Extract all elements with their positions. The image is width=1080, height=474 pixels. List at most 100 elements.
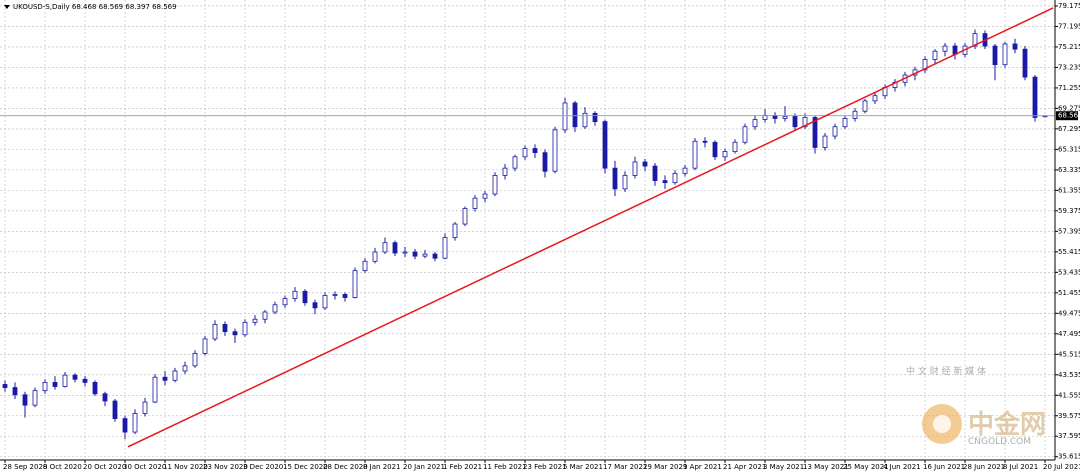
y-tick-label: 79.175 [1058,2,1080,10]
x-tick-label: 16 Jun 2021 [923,463,965,471]
y-tick-label: 41.555 [1058,391,1080,399]
candle-body [12,387,18,396]
y-tick-label: 59.375 [1058,207,1080,215]
candle-body [482,193,488,199]
candle-body [362,260,368,272]
x-tick-label: 3 May 2021 [763,463,804,471]
candle-body [42,381,48,392]
candle-body [942,45,948,52]
candle-body [172,370,178,381]
candle-body [1022,48,1028,78]
y-tick-label: 47.495 [1058,330,1080,338]
title-arrow [4,5,10,9]
x-tick-label: 8 Jan 2021 [363,463,401,471]
candle-body [572,102,578,128]
candle-body [62,374,68,387]
candle-body [662,180,668,184]
candle-body [842,118,848,128]
candle-body [322,295,328,309]
candle-body [442,237,448,259]
candle-body [252,318,258,323]
watermark-site: CNGOLD.COM [968,437,1031,447]
candle-body [92,381,98,395]
y-tick-label: 45.515 [1058,350,1080,358]
candle-body [862,100,868,112]
x-tick-label: 8 Jul 2021 [1003,463,1038,471]
x-tick-label: 23 Nov 2020 [203,463,248,471]
current-price-box [1056,111,1078,121]
y-tick-label: 49.475 [1058,309,1080,317]
candle-body [422,253,428,257]
x-tick-label: 11 Nov 2020 [163,463,208,471]
candle-body [922,59,928,71]
y-tick-label: 43.535 [1058,371,1080,379]
candle-body [632,161,638,176]
candle-body [972,33,978,47]
candle-body [472,197,478,209]
candle-body [792,116,798,128]
overlay [0,7,1055,448]
candle-body [872,95,878,102]
y-tick-label: 39.575 [1058,412,1080,420]
candle-body [752,119,758,128]
candle-body [1012,43,1018,50]
candle-body [1002,43,1008,66]
candle-body [692,140,698,169]
candle-body [242,321,248,336]
candle-body [182,365,188,372]
candle-body [22,394,28,406]
candle-body [782,116,788,119]
y-tick-label: 55.415 [1058,248,1080,256]
x-tick-label: 9 Apr 2021 [683,463,722,471]
candle-body [152,376,158,403]
current-price-label: 68.569 [1058,112,1080,120]
candle-body [432,253,438,259]
x-tick-label: 23 Feb 2021 [523,463,567,471]
candle-body [562,102,568,131]
y-tick-label: 75.215 [1058,43,1080,51]
candle-body [832,126,838,137]
chart-title: UKOUSD-S,Daily 68.468 68.569 68.397 68.5… [13,3,177,11]
y-tick-label: 65.315 [1058,145,1080,153]
candle-body [732,141,738,153]
grid [0,0,1055,460]
y-tick-label: 67.295 [1058,125,1080,133]
x-tick-label: 21 Apr 2021 [723,463,766,471]
candle-body [32,390,38,406]
candle-body [132,413,138,433]
candle-body [852,110,858,119]
candle-body [2,384,8,388]
x-tick-label: 20 Jan 2021 [403,463,445,471]
x-tick-label: 5 Mar 2021 [563,463,603,471]
candle-body [552,129,558,172]
axes: 79.175 77.195 75.215 73.235 71.255 69.275 67.2… [3,2,1080,471]
candle-body [402,251,408,254]
x-tick-label: 8 Oct 2020 [43,463,82,471]
x-tick-label: 28 Sep 2020 [3,463,47,471]
x-tick-label: 20 Jul 2021 [1043,463,1080,471]
y-tick-label: 51.455 [1058,289,1080,297]
watermark: 中金网 CNGOLD.COM 中 文 财 经 新 媒 体 [906,365,1046,447]
candle-body [312,302,318,309]
candle-body [512,156,518,169]
x-tick-label: 20 Oct 2020 [83,463,126,471]
candle-body [1032,76,1038,118]
candle-body [742,126,748,143]
candle-body [592,112,598,122]
candle-body [292,290,298,299]
candle-body [162,376,168,381]
candle-body [52,381,58,387]
candle-body [452,223,458,238]
x-tick-label: 30 Oct 2020 [123,463,166,471]
candle-body [412,251,418,257]
y-tick-label: 35.615 [1058,453,1080,461]
candle-body [232,331,238,336]
x-tick-label: 17 Mar 2021 [603,463,647,471]
candle-body [822,135,828,148]
candle-body [202,338,208,354]
x-tick-label: 4 Jun 2021 [883,463,921,471]
watermark-logo-center [933,415,951,433]
candle-body [672,172,678,184]
